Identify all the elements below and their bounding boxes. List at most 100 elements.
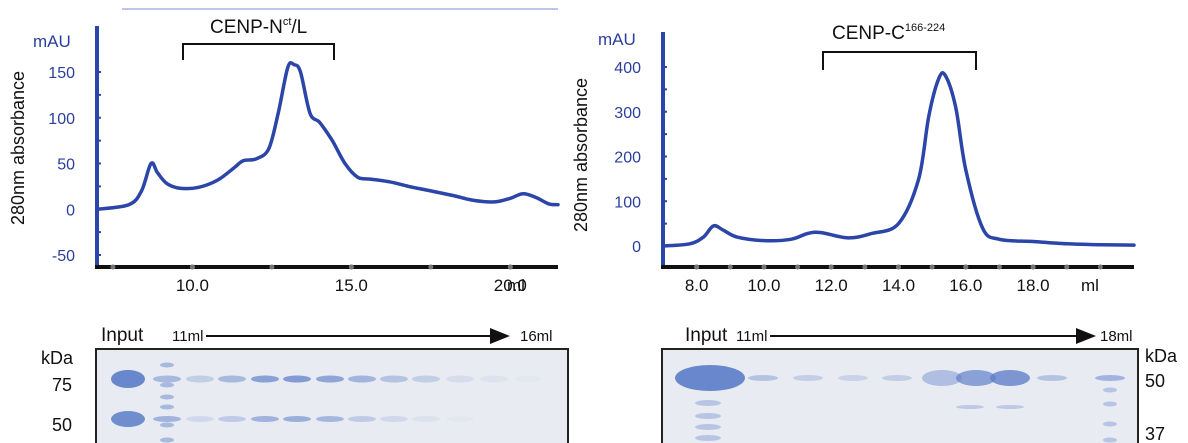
chart-left-unit-label: mAU [33, 32, 71, 51]
x-minor-dot [996, 264, 1002, 270]
gel-left-ladder-band [160, 437, 174, 443]
x-tick-label-15.0: 15.0 [335, 276, 368, 295]
y-tick-label-400: 400 [614, 60, 641, 77]
gel-left-ladder-band [160, 404, 174, 410]
y-tick-label-0: 0 [632, 239, 641, 256]
gel-right-arrow-head [1076, 328, 1096, 344]
y-tick-label-100: 100 [48, 111, 75, 128]
gel-left-band-upper [218, 375, 246, 383]
x-minor-dot [761, 264, 767, 270]
gel-left-band-upper [153, 375, 181, 383]
gel-left-band-upper [480, 375, 508, 383]
y-tick-label--50: -50 [52, 248, 75, 265]
gel-right-ladder-band [1103, 437, 1117, 443]
y-tick-label-0: 0 [66, 202, 75, 219]
x-minor-dot [269, 264, 275, 270]
gel-left-band-lower [283, 416, 311, 422]
chart-left-x-unit: ml [507, 276, 525, 295]
gel-left-band-lower [348, 416, 376, 422]
y-tick-label-300: 300 [614, 105, 641, 122]
chart-right-ylabel: 280nm absorbance [571, 78, 591, 232]
gel-left-band-upper [283, 375, 311, 383]
x-minor-dot [348, 264, 354, 270]
gel-left-end-label: 16ml [520, 328, 553, 345]
gel-left-band-upper [348, 375, 376, 383]
gel-left-ladder-band [160, 382, 174, 388]
gel-left-kda-label: kDa [41, 348, 74, 368]
gel-right-marker-50: 50 [1145, 371, 1165, 391]
gel-right-start-label: 11ml [736, 328, 767, 345]
gel-left-band-upper [251, 375, 279, 383]
x-minor-dot [929, 264, 935, 270]
x-tick-label-16.0: 16.0 [949, 276, 982, 295]
gel-right-marker-37: 37 [1145, 424, 1165, 443]
gel-right-ladder-band [1103, 421, 1117, 427]
x-minor-dot [727, 264, 733, 270]
chart-left-y-ticks: 150 100 50 0 -50 [48, 65, 101, 265]
gel-right-input-smear [695, 424, 721, 430]
chart-left-bracket: CENP-Nct/L [182, 16, 335, 60]
gel-right-band-upper [956, 370, 996, 386]
gel-right-input-smear [695, 400, 721, 406]
gel-left-band-upper [514, 376, 542, 383]
y-tick-label-200: 200 [614, 150, 641, 167]
gel-left-band-lower [251, 416, 279, 422]
gel-left-lanes [111, 362, 542, 443]
x-minor-dot [963, 264, 969, 270]
chart-left-trace [95, 60, 560, 212]
gel-left-band-upper [186, 375, 214, 383]
gel-right-band-upper [1037, 375, 1067, 381]
gel-left-band-lower [380, 416, 408, 422]
gel-right-end-label: 18ml [1100, 328, 1133, 345]
gel-left-band-lower [412, 416, 440, 422]
gel-right-band-lower [996, 405, 1024, 409]
chart-left-bracket-label: CENP-Nct/L [210, 16, 307, 38]
gel-left-band-upper [111, 370, 145, 388]
gel-right-box [661, 348, 1139, 443]
gel-left-band-lower [316, 416, 344, 422]
gel-left-ladder-band [160, 422, 174, 428]
x-tick-label-18.0: 18.0 [1017, 276, 1050, 295]
x-minor-dot [1097, 264, 1103, 270]
gel-left-marker-75: 75 [52, 375, 72, 395]
y-tick-label-150: 150 [48, 65, 75, 82]
x-minor-dot [189, 264, 195, 270]
gel-left-input-label: Input [101, 325, 144, 346]
x-tick-label-20.0: 20.0 [494, 276, 527, 295]
gel-left-marker-50: 50 [52, 415, 72, 435]
x-tick-label-10.0: 10.0 [747, 276, 780, 295]
gel-right-band-upper [748, 375, 778, 381]
gel-right-input-smear [695, 435, 721, 441]
x-minor-dot [1030, 264, 1036, 270]
gel-left-band-upper [380, 375, 408, 383]
x-minor-dot [110, 264, 116, 270]
gel-left-ladder-band [160, 362, 174, 368]
x-tick-label-10.0: 10.0 [176, 276, 209, 295]
gel-left-box [95, 348, 569, 443]
gel-right-input-smear [695, 413, 721, 419]
gel-right-band-upper [882, 375, 912, 381]
chart-right-x-ticks: 8.0 10.0 12.0 14.0 16.0 18.0 [685, 264, 1103, 295]
gel-right-band-upper [922, 370, 962, 386]
x-minor-dot [694, 264, 700, 270]
gel-left-band-upper [412, 375, 440, 383]
gel-left-arrow-head [490, 328, 510, 344]
gel-left-start-label: 11ml [172, 328, 203, 345]
x-minor-dot [795, 264, 801, 270]
gel-right-input-label: Input [685, 325, 728, 346]
x-minor-dot [1064, 264, 1070, 270]
chart-right-x-unit: ml [1081, 276, 1099, 295]
chart-left-x-ticks: 10.0 15.0 20.0 [110, 264, 527, 295]
gel-right-ladder-band [1103, 387, 1117, 393]
gel-right-kda-label: kDa [1145, 346, 1178, 366]
chart-right-bracket-label: CENP-C166-224 [832, 22, 945, 44]
x-minor-dot [862, 264, 868, 270]
chart-right-bracket: CENP-C166-224 [822, 22, 977, 70]
gel-left-band-lower [218, 416, 246, 422]
x-minor-dot [428, 264, 434, 270]
gel-left-band-upper [446, 375, 474, 383]
gel-left: Input 11ml 16ml kDa 75 50 [41, 325, 569, 443]
gel-left-band-upper [316, 375, 344, 383]
x-tick-label-14.0: 14.0 [882, 276, 915, 295]
